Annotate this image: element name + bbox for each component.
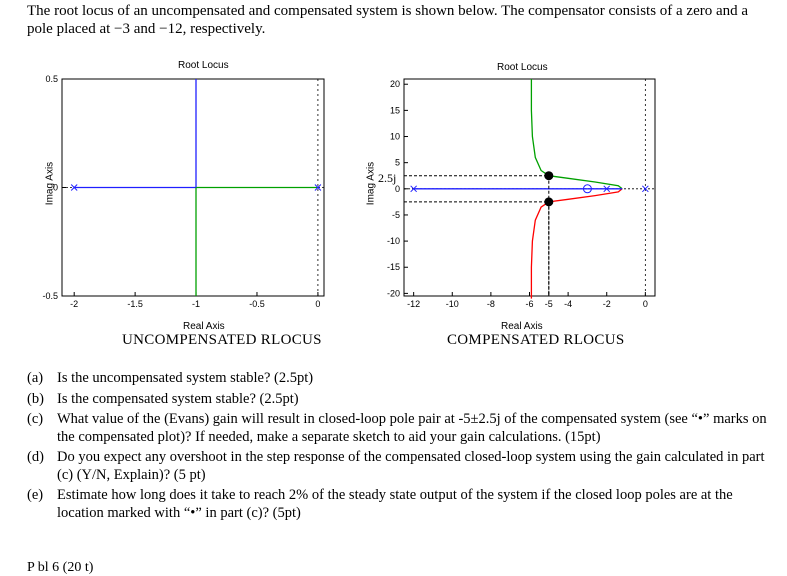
y-tick-label: -5 [392, 210, 400, 220]
pole-marker [603, 185, 611, 193]
pole-stroke [410, 185, 418, 193]
marked-pole-dot [544, 171, 554, 181]
plot-frame [403, 78, 656, 297]
y-tick-label: 0 [395, 184, 400, 194]
left-plot-xlabel: Real Axis [183, 321, 225, 332]
right-plot-xlabel: Real Axis [501, 321, 543, 332]
question-text: What value of the (Evans) gain will resu… [57, 411, 767, 445]
y-tick-label: 0 [53, 183, 58, 193]
pole-stroke [603, 185, 611, 193]
pole-marker [410, 185, 418, 193]
y-tick-label: 5 [395, 158, 400, 168]
y-tick-label: 0.5 [45, 74, 58, 84]
question-d: (d) Do you expect any overshoot in the st… [27, 449, 767, 484]
pole-stroke [641, 185, 649, 193]
question-text: Is the compensated system stable? (2.5pt… [57, 390, 299, 407]
question-label: (e) [27, 487, 44, 503]
y-tick-label: 15 [390, 105, 400, 115]
question-list: (a) Is the uncompensated system stable? (… [27, 370, 767, 525]
pole-marker [70, 184, 78, 191]
right-plot-title: Root Locus [497, 62, 548, 73]
locus-branch [530, 79, 623, 190]
y-tick-label: -10 [387, 236, 400, 246]
left-plot-title: Root Locus [178, 60, 229, 71]
question-a: (a) Is the uncompensated system stable? (… [27, 370, 767, 388]
x-tick-label: -4 [564, 299, 572, 309]
x-tick-label: -10 [446, 299, 459, 309]
x-tick-label: -1.5 [127, 299, 143, 309]
right-plot-annotation: 2.5j [378, 171, 397, 185]
next-problem-fragment: P bl 6 (20 t) [27, 560, 94, 575]
question-label: (c) [27, 411, 44, 427]
y-tick-label: 10 [390, 132, 400, 142]
zero-marker [582, 184, 592, 194]
x-tick-label: -2 [70, 299, 78, 309]
pole-stroke [70, 184, 78, 191]
pole-marker [314, 184, 322, 191]
left-plot-caption: UNCOMPENSATED RLOCUS [122, 332, 322, 348]
x-tick-label: -2 [603, 299, 611, 309]
question-c: (c) What value of the (Evans) gain will r… [27, 411, 767, 446]
problem-intro: The root locus of an uncompensated and c… [27, 3, 749, 37]
question-label: (a) [27, 370, 44, 386]
question-text: Is the uncompensated system stable? (2.5… [57, 370, 314, 386]
pole-stroke [314, 184, 322, 191]
locus-branch [530, 188, 623, 299]
y-tick-label: 20 [390, 79, 400, 89]
x-tick-label: 0 [643, 299, 648, 309]
marked-pole-dot [544, 197, 554, 207]
x-tick-label: -5 [545, 299, 553, 309]
question-e: (e) Estimate how long does it take to rea… [27, 487, 767, 522]
question-label: (d) [27, 449, 44, 465]
question-label: (b) [27, 390, 44, 407]
x-tick-label: -12 [407, 299, 420, 309]
y-tick-label: -0.5 [42, 291, 58, 301]
y-tick-label: -20 [387, 288, 400, 298]
y-tick-label: -15 [387, 262, 400, 272]
x-tick-label: -6 [525, 299, 533, 309]
question-b: (b) Is the compensated system stable? (2.… [27, 391, 767, 409]
x-tick-label: -0.5 [249, 299, 265, 309]
x-tick-label: 0 [315, 299, 320, 309]
pole-marker [641, 185, 649, 193]
question-text: Estimate how long does it take to reach … [57, 487, 733, 521]
question-text: Do you expect any overshoot in the step … [57, 449, 765, 483]
right-plot-caption: COMPENSATED RLOCUS [447, 332, 625, 348]
x-tick-label: -8 [487, 299, 495, 309]
x-tick-label: -1 [192, 299, 200, 309]
